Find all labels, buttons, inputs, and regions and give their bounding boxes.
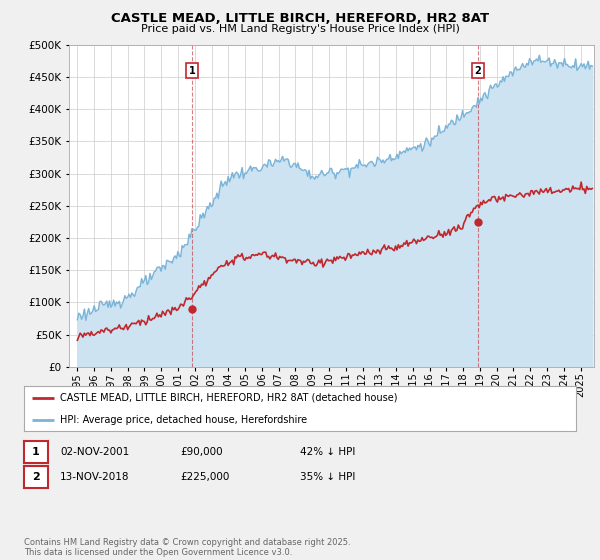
Text: 02-NOV-2001: 02-NOV-2001 — [60, 447, 129, 457]
Text: CASTLE MEAD, LITTLE BIRCH, HEREFORD, HR2 8AT (detached house): CASTLE MEAD, LITTLE BIRCH, HEREFORD, HR2… — [60, 393, 397, 403]
Text: CASTLE MEAD, LITTLE BIRCH, HEREFORD, HR2 8AT: CASTLE MEAD, LITTLE BIRCH, HEREFORD, HR2… — [111, 12, 489, 25]
Text: 13-NOV-2018: 13-NOV-2018 — [60, 472, 130, 482]
Text: £90,000: £90,000 — [180, 447, 223, 457]
Text: Contains HM Land Registry data © Crown copyright and database right 2025.
This d: Contains HM Land Registry data © Crown c… — [24, 538, 350, 557]
Text: 42% ↓ HPI: 42% ↓ HPI — [300, 447, 355, 457]
Text: £225,000: £225,000 — [180, 472, 229, 482]
Text: 2: 2 — [475, 66, 481, 76]
Text: 2: 2 — [32, 472, 40, 482]
Text: 35% ↓ HPI: 35% ↓ HPI — [300, 472, 355, 482]
Text: 1: 1 — [189, 66, 196, 76]
Text: Price paid vs. HM Land Registry's House Price Index (HPI): Price paid vs. HM Land Registry's House … — [140, 24, 460, 34]
Text: HPI: Average price, detached house, Herefordshire: HPI: Average price, detached house, Here… — [60, 415, 307, 425]
Text: 1: 1 — [32, 447, 40, 457]
